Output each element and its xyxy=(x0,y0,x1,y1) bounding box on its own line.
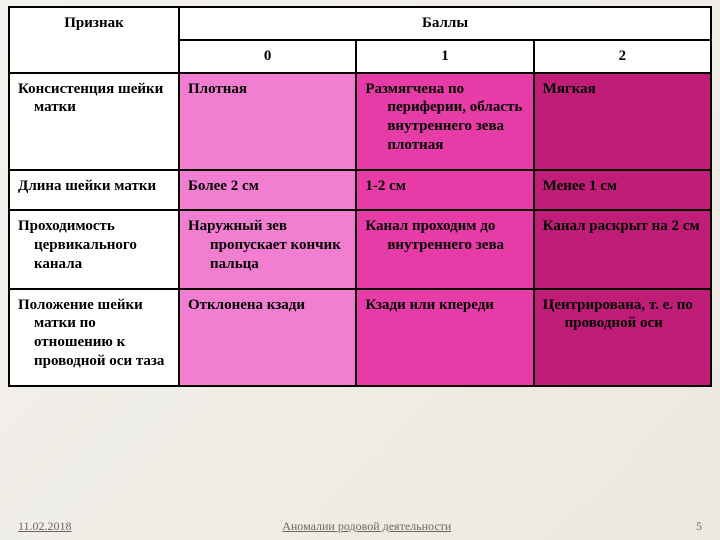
cell-feature: Консистенция шейки матки xyxy=(9,73,179,170)
header-row-1: Признак Баллы xyxy=(9,7,711,40)
footer-date: 11.02.2018 xyxy=(18,519,72,534)
header-scores: Баллы xyxy=(179,7,711,40)
cell-score-1: 1-2 см xyxy=(356,170,533,211)
footer-page-number: 5 xyxy=(662,519,702,534)
cell-score-2: Центрирована, т. е. по проводной оси xyxy=(534,289,711,386)
table-row: Длина шейки матки Более 2 см 1-2 см Мене… xyxy=(9,170,711,211)
cell-score-0: Более 2 см xyxy=(179,170,356,211)
slide: Признак Баллы 0 1 2 Консистенция шейки м… xyxy=(0,0,720,540)
cell-score-0: Наружный зев пропускает кончик пальца xyxy=(179,210,356,288)
cell-feature: Положение шейки матки по отношению к про… xyxy=(9,289,179,386)
table-row: Консистенция шейки матки Плотная Размягч… xyxy=(9,73,711,170)
cell-score-1: Кзади или кпереди xyxy=(356,289,533,386)
table-row: Проходимость цервикального канала Наружн… xyxy=(9,210,711,288)
cell-feature: Длина шейки матки xyxy=(9,170,179,211)
cell-feature: Проходимость цервикального канала xyxy=(9,210,179,288)
cell-score-2: Канал раскрыт на 2 см xyxy=(534,210,711,288)
header-col-0: 0 xyxy=(179,40,356,73)
cell-score-2: Менее 1 см xyxy=(534,170,711,211)
header-feature: Признак xyxy=(9,7,179,73)
cell-score-1: Канал проходим до внутреннего зева xyxy=(356,210,533,288)
cell-score-2: Мягкая xyxy=(534,73,711,170)
header-col-1: 1 xyxy=(356,40,533,73)
footer-title: Аномалии родовой деятельности xyxy=(72,519,662,534)
footer: 11.02.2018 Аномалии родовой деятельности… xyxy=(0,519,720,534)
cell-score-1: Размягчена по периферии, область внутрен… xyxy=(356,73,533,170)
scores-table: Признак Баллы 0 1 2 Консистенция шейки м… xyxy=(8,6,712,387)
table-row: Положение шейки матки по отношению к про… xyxy=(9,289,711,386)
cell-score-0: Плотная xyxy=(179,73,356,170)
cell-score-0: Отклонена кзади xyxy=(179,289,356,386)
header-col-2: 2 xyxy=(534,40,711,73)
